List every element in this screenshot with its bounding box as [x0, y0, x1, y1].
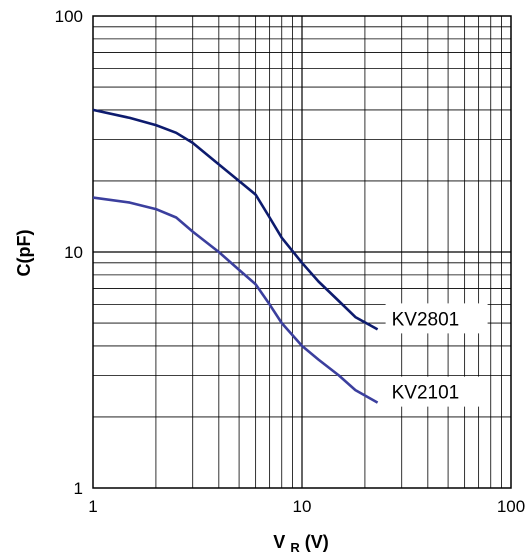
series-labels: KV2801 KV2101	[385, 303, 488, 407]
plot-area-frame	[92, 15, 512, 489]
x-tick-label: 10	[293, 497, 312, 516]
series-label-text: KV2101	[392, 383, 460, 404]
tick-labels: 1 10 100 1 10 100	[55, 7, 526, 516]
grid-lines	[93, 16, 511, 488]
x-tick-label: 100	[497, 497, 525, 516]
x-axis-label: V R (V)	[273, 532, 328, 555]
series-label-text: KV2801	[392, 309, 460, 330]
series-label-background	[385, 303, 488, 334]
y-axis-label: C(pF)	[14, 230, 34, 277]
series-label-kv2101: KV2101	[385, 376, 488, 407]
x-axis-label-subscript: R	[290, 540, 300, 555]
y-tick-label: 1	[74, 479, 83, 498]
x-tick-label: 1	[88, 497, 97, 516]
y-tick-label: 100	[55, 7, 83, 26]
x-axis-label-main: V	[273, 532, 285, 552]
series-line-kv2101	[92, 196, 379, 404]
series-lines	[92, 108, 379, 404]
series-label-kv2801: KV2801	[385, 303, 488, 334]
series-line-kv2801	[92, 108, 379, 331]
y-tick-label: 10	[64, 243, 83, 262]
x-axis-label-tail: (V)	[305, 532, 329, 552]
series-label-background	[385, 376, 488, 407]
